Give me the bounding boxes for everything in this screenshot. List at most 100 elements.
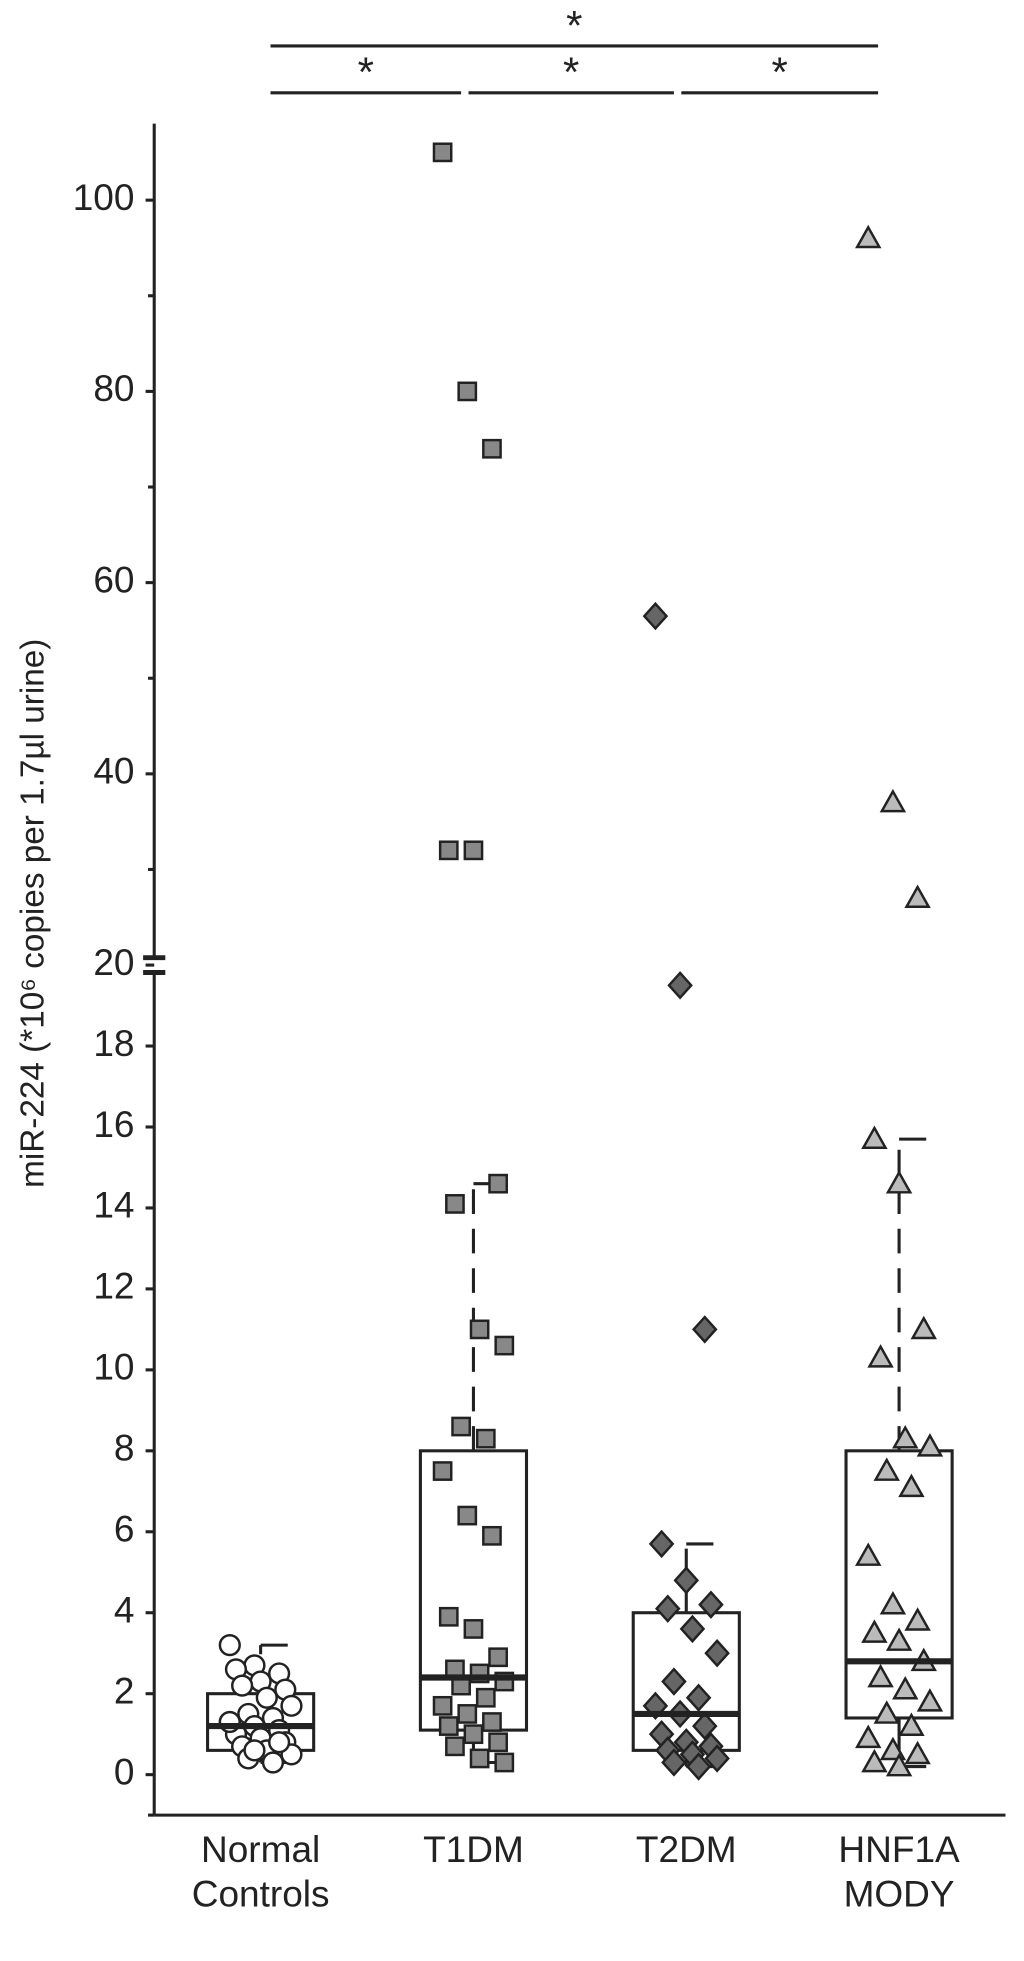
- point: [494, 1335, 515, 1356]
- point: [916, 1688, 944, 1712]
- point: [898, 1473, 925, 1498]
- y-tick-label: 100: [73, 176, 135, 218]
- point: [445, 1736, 465, 1757]
- point: [432, 1695, 453, 1716]
- y-tick-label: 14: [93, 1184, 134, 1226]
- point: [916, 1433, 944, 1457]
- x-tick-label-line: T1DM: [423, 1828, 524, 1870]
- point: [904, 1740, 931, 1765]
- point: [667, 971, 693, 1000]
- point: [892, 1676, 919, 1700]
- y-tick-label: 80: [93, 367, 134, 409]
- x-tick-label-line: MODY: [844, 1872, 955, 1914]
- point: [873, 1700, 900, 1724]
- y-tick-label: 6: [114, 1508, 135, 1550]
- point: [255, 1686, 278, 1709]
- point: [685, 1752, 712, 1781]
- x-tick-label-line: Controls: [192, 1872, 330, 1914]
- x-tick-label-line: HNF1A: [838, 1828, 960, 1870]
- point: [451, 1416, 471, 1437]
- point: [892, 1425, 919, 1449]
- point: [488, 1647, 508, 1668]
- y-tick-label: 18: [93, 1022, 134, 1064]
- point: [463, 1619, 484, 1639]
- point: [475, 1687, 496, 1708]
- point: [861, 1748, 888, 1773]
- point: [463, 1724, 484, 1745]
- point: [885, 1627, 913, 1651]
- point: [855, 1724, 882, 1749]
- point: [280, 1694, 303, 1717]
- significance-label: *: [358, 49, 374, 96]
- point: [642, 601, 669, 631]
- point: [432, 1461, 453, 1481]
- point: [469, 1319, 490, 1340]
- point: [469, 1748, 490, 1769]
- y-axis-label: miR-224 (*10⁶ copies per 1.7µl urine): [14, 639, 51, 1188]
- point: [704, 1639, 730, 1668]
- x-tick-label-line: T2DM: [636, 1828, 737, 1870]
- point: [482, 1525, 502, 1546]
- point: [692, 1711, 718, 1741]
- point: [661, 1748, 687, 1777]
- significance-label: *: [772, 49, 788, 96]
- y-tick-label: 12: [93, 1265, 134, 1307]
- y-tick-label: 4: [114, 1589, 135, 1631]
- point: [457, 1505, 478, 1526]
- point: [488, 1732, 508, 1753]
- point: [867, 1663, 894, 1688]
- y-tick-label: 16: [93, 1103, 134, 1145]
- significance-label: *: [563, 49, 579, 96]
- point: [445, 1194, 465, 1214]
- point: [879, 1591, 907, 1615]
- point: [268, 1731, 291, 1754]
- point: [482, 438, 502, 459]
- point: [482, 1712, 502, 1732]
- point: [855, 1542, 882, 1566]
- point: [432, 142, 453, 163]
- point: [494, 1752, 515, 1773]
- y-tick-label: 10: [93, 1346, 134, 1388]
- point: [879, 788, 907, 813]
- point: [218, 1634, 241, 1657]
- point: [867, 1344, 894, 1368]
- point: [861, 1125, 888, 1150]
- significance-label: *: [566, 2, 582, 49]
- y-tick-label: 60: [93, 558, 134, 600]
- y-tick-label: 0: [114, 1750, 135, 1792]
- y-tick-label: 20: [93, 941, 134, 983]
- point: [855, 224, 882, 249]
- point: [704, 1744, 730, 1773]
- point: [698, 1590, 724, 1619]
- point: [904, 1607, 931, 1631]
- point: [463, 840, 484, 861]
- point: [438, 1716, 459, 1736]
- point: [231, 1674, 254, 1697]
- point: [243, 1739, 266, 1762]
- y-tick-label: 8: [114, 1427, 135, 1469]
- point: [885, 1170, 913, 1194]
- x-tick-label: T2DM: [636, 1828, 737, 1870]
- point: [654, 1594, 681, 1623]
- y-tick-label: 40: [93, 750, 134, 792]
- point: [873, 1457, 900, 1481]
- x-tick-label-line: Normal: [201, 1828, 320, 1870]
- x-tick-label: Normal Controls: [192, 1828, 330, 1914]
- point: [457, 381, 478, 402]
- point: [904, 884, 931, 909]
- point: [898, 1712, 925, 1736]
- point: [648, 1529, 675, 1559]
- x-tick-label: T1DM: [423, 1828, 524, 1870]
- point: [673, 1566, 700, 1595]
- point: [457, 1704, 478, 1724]
- point: [861, 1619, 888, 1643]
- point: [910, 1315, 937, 1340]
- box: [844, 1449, 954, 1720]
- point: [438, 1606, 459, 1627]
- point: [679, 1614, 706, 1644]
- point: [475, 1428, 496, 1449]
- y-tick-label: 2: [114, 1669, 135, 1711]
- point: [685, 1683, 712, 1712]
- point: [661, 1667, 687, 1696]
